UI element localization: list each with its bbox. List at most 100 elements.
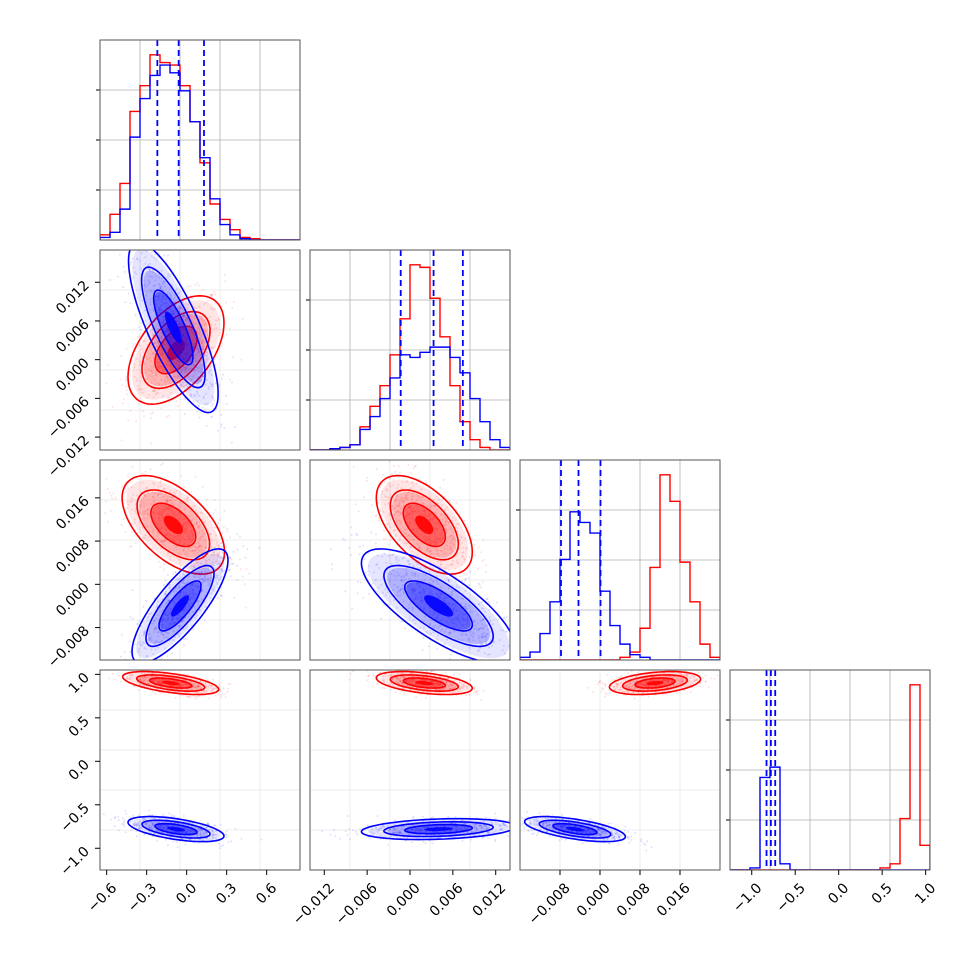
sample-point <box>182 684 185 687</box>
sample-point <box>190 328 193 331</box>
sample-point <box>143 678 146 681</box>
sample-point <box>418 478 421 481</box>
sample-point <box>197 349 200 352</box>
sample-point <box>133 237 135 239</box>
sample-point <box>174 536 177 539</box>
sample-point <box>138 344 141 346</box>
sample-point <box>176 616 179 619</box>
sample-point <box>186 831 189 834</box>
sample-point <box>142 620 145 623</box>
sample-point <box>436 553 439 556</box>
sample-point <box>172 342 175 345</box>
sample-point <box>170 309 173 312</box>
sample-point <box>153 631 156 634</box>
sample-point <box>209 580 212 583</box>
sample-point <box>171 310 174 313</box>
sample-point <box>176 633 179 636</box>
sample-point <box>173 296 176 299</box>
sample-point <box>196 377 199 380</box>
sample-point <box>480 634 483 637</box>
sample-point <box>208 293 211 296</box>
sample-point <box>146 512 149 515</box>
sample-point <box>185 832 188 835</box>
sample-point <box>182 549 184 552</box>
sample-point <box>167 532 169 535</box>
sample-point <box>450 538 453 541</box>
sample-point <box>431 541 434 544</box>
sample-point <box>177 504 180 507</box>
sample-point <box>477 567 480 570</box>
sample-point <box>123 825 126 827</box>
sample-point <box>146 404 149 407</box>
sample-point <box>148 683 151 685</box>
sample-point <box>177 542 180 544</box>
sample-point <box>178 635 181 638</box>
sample-point <box>176 287 179 290</box>
sample-point <box>444 527 447 530</box>
sample-point <box>408 516 411 519</box>
sample-point <box>210 685 213 687</box>
sample-point <box>168 584 171 587</box>
sample-point <box>400 534 403 537</box>
sample-point <box>158 352 161 355</box>
sample-point <box>113 678 116 681</box>
sample-point <box>180 329 183 332</box>
sample-point <box>435 617 438 620</box>
sample-point <box>399 500 401 502</box>
sample-point <box>171 313 174 315</box>
sample-point <box>387 603 390 606</box>
sample-point <box>152 511 155 514</box>
sample-point <box>528 616 530 618</box>
sample-point <box>191 518 194 521</box>
sample-point <box>414 588 417 591</box>
sample-point <box>162 543 165 546</box>
sample-point <box>498 639 501 642</box>
sample-point <box>133 824 136 827</box>
sample-point <box>211 293 214 296</box>
blue-histogram <box>310 346 510 450</box>
sample-point <box>457 562 460 565</box>
sample-point <box>179 307 182 309</box>
sample-point <box>166 499 169 502</box>
hist-panel-p22 <box>516 459 721 661</box>
sample-point <box>155 374 158 376</box>
sample-point <box>386 488 388 491</box>
sample-point <box>163 827 166 830</box>
sample-point <box>186 550 189 553</box>
sample-point <box>463 572 465 575</box>
sample-point <box>163 539 166 542</box>
sample-point <box>193 322 196 325</box>
sample-point <box>182 366 185 369</box>
sample-point <box>199 511 202 514</box>
sample-point <box>164 305 167 308</box>
sample-point <box>175 299 178 302</box>
sample-point <box>133 643 136 646</box>
sample-point <box>186 606 189 609</box>
sample-point <box>188 538 191 540</box>
sample-point <box>149 369 152 372</box>
sample-point <box>189 590 192 593</box>
sample-point <box>169 297 172 300</box>
sample-point <box>162 370 165 373</box>
sample-point <box>182 333 185 336</box>
sample-point <box>436 637 439 640</box>
sample-point <box>109 279 111 281</box>
sample-point <box>414 510 417 513</box>
sample-point <box>174 570 177 573</box>
sample-point <box>481 632 484 635</box>
sample-point <box>158 507 161 510</box>
sample-point <box>387 502 390 505</box>
sample-point <box>194 616 197 619</box>
sample-point <box>485 570 488 573</box>
sample-point <box>164 613 167 616</box>
sample-point <box>156 505 159 507</box>
sample-point <box>404 513 407 516</box>
sample-point <box>176 618 179 621</box>
sample-point <box>118 829 120 832</box>
sample-point <box>177 353 180 356</box>
sample-point <box>383 481 386 484</box>
sample-point <box>182 628 185 631</box>
sample-point <box>165 301 168 304</box>
sample-point <box>165 613 167 616</box>
sample-point <box>370 504 373 507</box>
